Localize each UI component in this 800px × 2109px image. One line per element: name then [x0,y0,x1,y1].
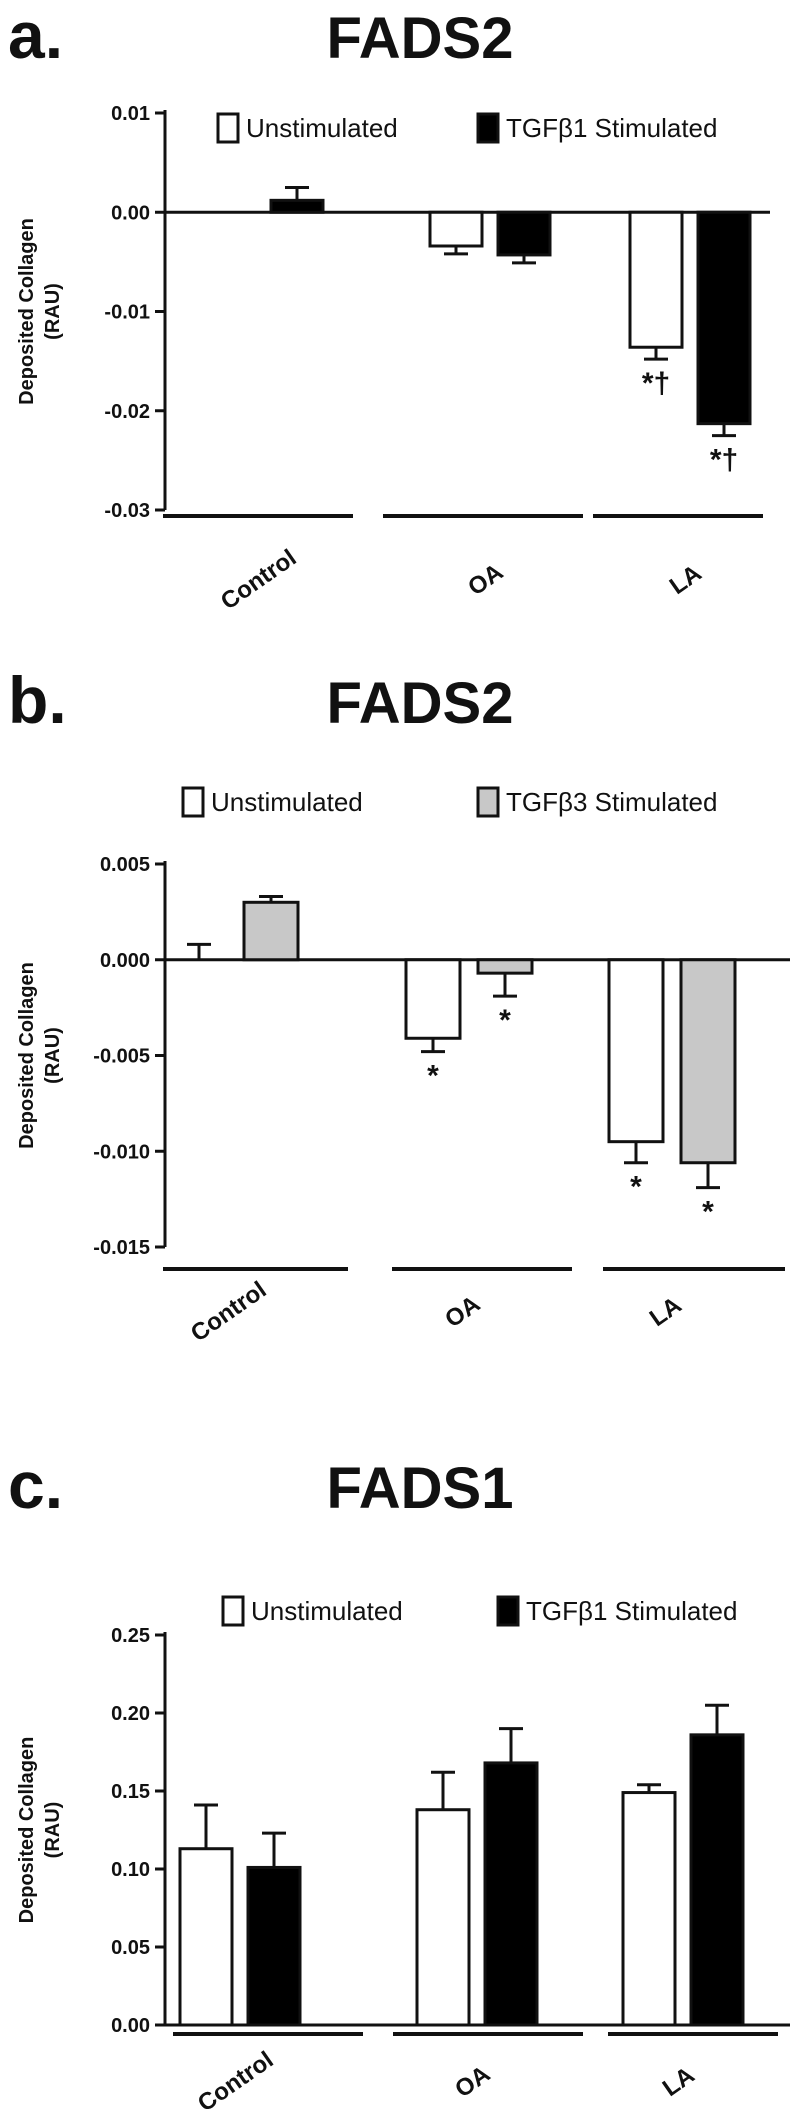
y-tick-label: -0.03 [104,500,150,522]
y-tick-label: 0.10 [111,1859,150,1881]
legend-label: Unstimulated [211,787,363,817]
bar [679,958,737,1165]
bar [428,210,484,248]
legend-swatch [476,112,500,144]
y-tick-label: 0.00 [111,202,150,224]
panel-b: b. FADS2 0.005 0.000 -0.005 -0.010 -0.015 Depos… [8,663,790,1347]
y-axis-title-unit: (RAU) [42,283,64,340]
bar [607,958,665,1144]
legend-label: TGFβ3 Stimulated [506,787,717,817]
category-label: Control [216,544,301,615]
category-label: Control [193,2046,278,2109]
legend-swatch [496,1595,520,1627]
significance-marker: * [499,1004,511,1037]
panel-a: a. FADS2 0.01 0.00 -0.01 -0.02 -0.03 Deposited … [8,0,770,615]
y-tick-label: 0.01 [111,103,150,125]
y-tick-label: 0.15 [111,1781,150,1803]
y-tick-label: 0.00 [111,2015,150,2037]
y-axis-title: Deposited Collagen [16,218,38,405]
category-label: LA [658,2062,700,2102]
y-tick-label: -0.02 [104,401,150,423]
legend-label: TGFβ1 Stimulated [506,113,717,143]
y-tick-label: 0.005 [100,854,150,876]
significance-marker: *† [642,367,670,400]
bar [415,1808,471,2027]
y-tick-label: -0.005 [93,1046,150,1068]
legend-swatch [181,786,205,818]
category-label: OA [450,2060,495,2103]
bar [246,1865,302,2027]
legend-swatch [476,786,500,818]
bar [496,210,552,257]
y-axis-title-unit: (RAU) [42,1027,64,1084]
y-tick-label: -0.01 [104,302,150,324]
panel-letter: c. [8,1448,63,1522]
panel-letter: a. [8,0,63,72]
y-tick-label: -0.010 [93,1141,150,1163]
significance-marker: * [427,1060,439,1093]
category-label: LA [665,560,707,600]
y-tick-label: 0.05 [111,1937,150,1959]
bar [689,1733,745,2027]
bar [483,1761,539,2027]
bar [242,900,300,962]
y-axis-title-unit: (RAU) [42,1802,64,1859]
significance-marker: *† [710,444,738,477]
legend-label: TGFβ1 Stimulated [526,1596,737,1626]
legend-swatch [216,112,240,144]
bar [269,198,325,214]
significance-marker: * [702,1196,714,1229]
bar [696,210,752,426]
panel-title: FADS2 [327,671,514,736]
legend-label: Unstimulated [251,1596,403,1626]
legend-label: Unstimulated [246,113,398,143]
category-label: LA [645,1292,687,1332]
significance-marker: * [630,1171,642,1204]
bar [628,210,684,349]
panel-title: FADS2 [327,6,514,71]
panel-letter: b. [8,663,67,737]
bar [621,1791,677,2027]
y-axis-title: Deposited Collagen [16,962,38,1149]
category-label: OA [440,1290,485,1333]
y-axis-title: Deposited Collagen [16,1737,38,1924]
y-tick-label: -0.015 [93,1237,150,1259]
bar [476,958,534,975]
y-tick-label: 0.000 [100,950,150,972]
panel-c: c. FADS1 0.25 0.20 0.15 0.10 0.05 0.00 Deposited… [8,1448,790,2109]
legend-swatch [221,1595,245,1627]
y-tick-label: 0.25 [111,1625,150,1647]
panel-title: FADS1 [327,1456,514,1521]
category-label: Control [186,1276,271,1347]
y-tick-label: 0.20 [111,1703,150,1725]
bar [404,958,462,1040]
bar [178,1847,234,2027]
category-label: OA [463,558,508,601]
